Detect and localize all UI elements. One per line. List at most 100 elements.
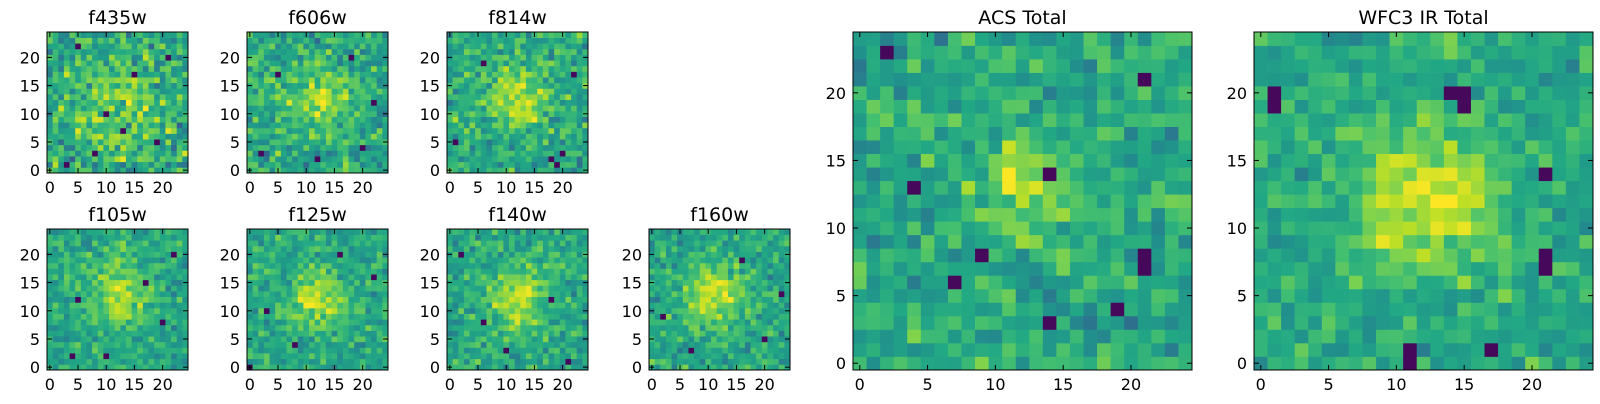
heatmap-cell bbox=[1084, 302, 1098, 316]
heatmap-cell bbox=[745, 342, 751, 348]
heatmap-cell bbox=[309, 229, 315, 235]
heatmap-cell bbox=[577, 32, 583, 38]
heatmap-cell bbox=[143, 49, 149, 55]
heatmap-cell bbox=[264, 60, 270, 66]
heatmap-cell bbox=[103, 291, 109, 297]
heatmap-cell bbox=[365, 319, 371, 325]
heatmap-cell bbox=[349, 302, 355, 308]
heatmap-cell bbox=[132, 342, 138, 348]
heatmap-cell bbox=[481, 331, 487, 337]
heatmap-cell bbox=[481, 66, 487, 72]
heatmap-cell bbox=[767, 314, 773, 320]
heatmap-cell bbox=[458, 319, 464, 325]
heatmap-cell bbox=[182, 246, 188, 252]
heatmap-cell bbox=[264, 257, 270, 263]
heatmap-cell bbox=[286, 359, 292, 365]
heatmap-cell bbox=[773, 336, 779, 342]
heatmap-cell bbox=[292, 100, 298, 106]
heatmap-cell bbox=[298, 162, 304, 168]
heatmap-cell bbox=[258, 77, 264, 83]
heatmap-cell bbox=[75, 38, 81, 44]
heatmap-cell bbox=[464, 235, 470, 241]
heatmap-cell bbox=[475, 353, 481, 359]
heatmap-cell bbox=[165, 150, 171, 156]
heatmap-cell bbox=[275, 77, 281, 83]
heatmap-cell bbox=[745, 235, 751, 241]
heatmap-cell bbox=[53, 274, 59, 280]
heatmap-cell bbox=[773, 319, 779, 325]
heatmap-cell bbox=[453, 274, 459, 280]
heatmap-cell bbox=[115, 263, 121, 269]
heatmap-cell bbox=[253, 145, 259, 151]
heatmap-cell bbox=[149, 32, 155, 38]
heatmap-cell bbox=[745, 252, 751, 258]
heatmap-cell bbox=[137, 347, 143, 353]
heatmap-cell bbox=[543, 134, 549, 140]
heatmap-cell bbox=[532, 347, 538, 353]
heatmap-cell bbox=[332, 111, 338, 117]
heatmap-cell bbox=[515, 325, 521, 331]
heatmap-cell bbox=[320, 88, 326, 94]
heatmap-cell bbox=[326, 77, 332, 83]
heatmap-cell bbox=[711, 342, 717, 348]
heatmap-cell bbox=[453, 122, 459, 128]
heatmap-cell bbox=[132, 43, 138, 49]
heatmap-cell bbox=[177, 77, 183, 83]
heatmap-cell bbox=[86, 66, 92, 72]
heatmap-cell bbox=[470, 364, 476, 370]
heatmap-cell bbox=[532, 88, 538, 94]
heatmap-cell bbox=[503, 49, 509, 55]
heatmap-cell bbox=[264, 32, 270, 38]
heatmap-cell bbox=[143, 297, 149, 303]
heatmap-cell bbox=[549, 336, 555, 342]
heatmap-cell bbox=[492, 49, 498, 55]
heatmap-cell bbox=[92, 77, 98, 83]
heatmap-cell bbox=[492, 364, 498, 370]
heatmap-cell bbox=[160, 49, 166, 55]
heatmap-cell bbox=[253, 122, 259, 128]
heatmap-cell bbox=[120, 139, 126, 145]
heatmap-cell bbox=[337, 235, 343, 241]
heatmap-cell bbox=[907, 343, 921, 357]
heatmap-cell bbox=[779, 308, 785, 314]
heatmap-cell bbox=[47, 285, 53, 291]
heatmap-cell bbox=[53, 66, 59, 72]
heatmap-cell bbox=[371, 235, 377, 241]
heatmap-cell bbox=[549, 252, 555, 258]
heatmap-cell bbox=[722, 347, 728, 353]
heatmap-cell bbox=[773, 280, 779, 286]
heatmap-cell bbox=[492, 252, 498, 258]
heatmap-cell bbox=[571, 43, 577, 49]
heatmap-cell bbox=[382, 274, 388, 280]
heatmap-cell bbox=[565, 150, 571, 156]
heatmap-cell bbox=[498, 66, 504, 72]
heatmap-cell bbox=[1056, 221, 1070, 235]
heatmap-cell bbox=[475, 94, 481, 100]
heatmap-cell bbox=[75, 60, 81, 66]
heatmap-cell bbox=[320, 263, 326, 269]
heatmap-cell bbox=[258, 297, 264, 303]
heatmap-cell bbox=[292, 88, 298, 94]
heatmap-cell bbox=[53, 252, 59, 258]
heatmap-cell bbox=[577, 162, 583, 168]
heatmap-cell bbox=[734, 274, 740, 280]
heatmap-cell bbox=[751, 280, 757, 286]
heatmap-cell bbox=[867, 221, 881, 235]
heatmap-cell bbox=[481, 319, 487, 325]
heatmap-cell bbox=[1056, 316, 1070, 330]
heatmap-cell bbox=[722, 229, 728, 235]
heatmap-cell bbox=[526, 302, 532, 308]
heatmap-cell bbox=[481, 122, 487, 128]
heatmap-cell bbox=[853, 194, 867, 208]
heatmap-cell bbox=[177, 252, 183, 258]
heatmap-cell bbox=[286, 331, 292, 337]
heatmap-cell bbox=[762, 268, 768, 274]
heatmap-cell bbox=[149, 88, 155, 94]
heatmap-cell bbox=[526, 336, 532, 342]
heatmap-cell bbox=[126, 128, 132, 134]
heatmap-cell bbox=[458, 268, 464, 274]
heatmap-cell bbox=[520, 100, 526, 106]
heatmap-cell bbox=[475, 38, 481, 44]
heatmap-cell bbox=[177, 128, 183, 134]
heatmap-cell bbox=[582, 291, 588, 297]
